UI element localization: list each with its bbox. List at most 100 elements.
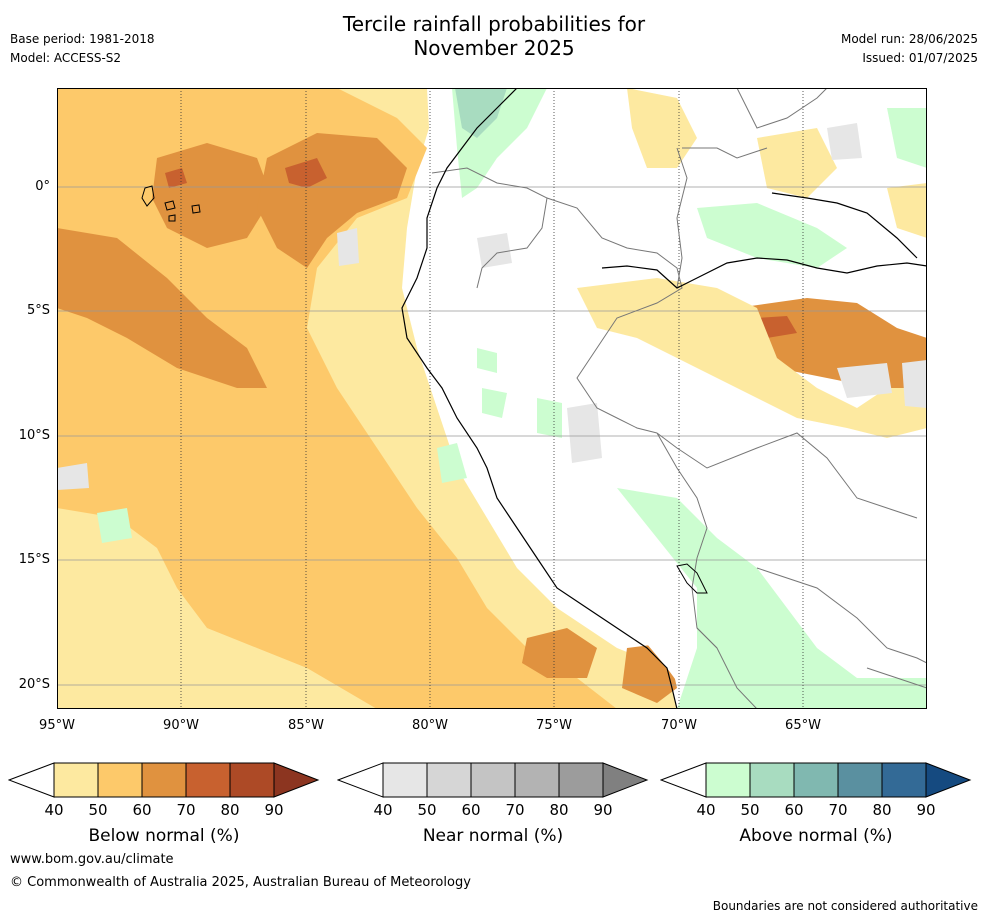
below-colorbar-low-arrow [8,762,55,798]
disclaimer-text: Boundaries are not considered authoritat… [712,899,978,913]
galapagos-fernandina [191,204,201,214]
model-run-label: Model run: 28/06/2025 [840,32,978,46]
near-colorbar-low-arrow [337,762,384,798]
below-60-southeast-region [522,628,597,678]
below-60-ocean-region [57,228,267,388]
near-tick-60: 60 [461,801,481,819]
border-peru-brazil [546,197,683,434]
near-tick-70: 70 [505,801,525,819]
below-colorbar-40-50 [53,762,99,798]
above-colorbar-low-arrow [660,762,707,798]
below-colorbar-80-90 [229,762,275,798]
near-colorbar-40-50 [382,762,428,798]
above-colorbar-50-60 [749,762,795,798]
near-normal-colorbar [337,762,649,798]
above-colorbar-40-50 [705,762,751,798]
lat-label-10s: 10°S [18,428,50,443]
map-frame [57,88,927,709]
above-normal-label: Above normal (%) [739,826,893,846]
above-colorbar-high-arrow [925,762,972,798]
border-bolivia-chile [696,627,758,709]
lat-label-20s: 20°S [18,677,50,692]
near-tick-40: 40 [373,801,393,819]
border-colombia-ecuador-peru [431,167,548,289]
amazon-river [601,257,927,289]
near-colorbar-high-arrow [602,762,649,798]
below-40-land-far-east-region [887,183,927,238]
above-tick-40: 40 [696,801,716,819]
lat-label-15s: 15°S [18,552,50,567]
country-borders [431,88,927,709]
below-40-land-north-region [627,88,697,168]
land-bolivia-white-region [677,418,927,628]
border-bolivia-peru [656,432,718,649]
galapagos-islands [141,185,201,222]
title-line-2: November 2025 [413,36,575,60]
lon-label-70w: 70°W [661,718,697,733]
model-label: Model: ACCESS-S2 [10,51,122,65]
below-50-ocean-region [57,88,617,709]
border-brazil-north [682,147,768,159]
above-40-spot-2 [482,388,507,418]
border-bolivia-paraguay [756,567,927,664]
lat-label-0: 0° [35,179,50,194]
below-tick-60: 60 [132,801,152,819]
above-colorbar-70-80 [837,762,883,798]
probability-map [57,88,927,709]
near-40-spot-6 [57,463,89,490]
above-normal-colorbar [660,762,972,798]
below-colorbar-50-60 [97,762,143,798]
coastline [401,88,927,709]
near-tick-80: 80 [549,801,569,819]
lon-label-80w: 80°W [412,718,448,733]
below-40-land-east-region [757,128,837,198]
near-colorbar-50-60 [426,762,472,798]
below-tick-70: 70 [176,801,196,819]
above-40-spot-1 [477,348,497,373]
near-40-spot-2 [902,360,927,408]
lon-label-95w: 95°W [39,718,75,733]
title-line-1: Tercile rainfall probabilities for [342,12,646,36]
above-colorbar-60-70 [793,762,839,798]
above-tick-60: 60 [784,801,804,819]
above-50-colombia-region [455,88,507,138]
lat-label-5s: 5°S [26,303,50,318]
near-colorbar-60-70 [470,762,516,798]
below-70-spot-3 [757,316,797,338]
below-tick-40: 40 [44,801,64,819]
below-40-land-peru-region [577,278,927,438]
website-link[interactable]: www.bom.gov.au/climate [10,852,174,867]
below-colorbar-60-70 [141,762,187,798]
above-40-bolivia-region [617,488,927,709]
copyright-text: © Commonwealth of Australia 2025, Austra… [10,875,471,890]
near-40-spot-3 [567,403,602,463]
border-colombia-brazil [676,147,688,289]
above-colorbar-80-90 [881,762,927,798]
above-40-north-east-region [887,108,927,168]
galapagos-san-cristobal [168,214,176,222]
below-70-spot-2 [165,168,187,188]
pacific-coastline [401,88,678,709]
negro-river [771,192,918,259]
below-tick-50: 50 [88,801,108,819]
near-40-spot-1 [837,363,892,398]
galapagos-isabela [141,185,155,207]
near-colorbar-80-90 [558,762,604,798]
near-40-spot-5 [827,123,862,160]
above-tick-50: 50 [740,801,760,819]
above-tick-70: 70 [828,801,848,819]
below-normal-colorbar [8,762,320,798]
near-colorbar-70-80 [514,762,560,798]
above-40-spot-4 [97,508,132,543]
near-tick-50: 50 [417,801,437,819]
above-tick-80: 80 [872,801,892,819]
galapagos-santa-cruz [164,200,176,211]
lon-label-90w: 90°W [163,718,199,733]
lon-label-85w: 85°W [288,718,324,733]
lon-label-75w: 75°W [536,718,572,733]
border-venezuela [736,88,828,129]
border-bolivia-brazil [656,432,918,519]
land-peru-white-region [417,188,707,709]
latitude-gridlines [57,186,927,686]
border-bolivia-argentina [866,667,927,689]
